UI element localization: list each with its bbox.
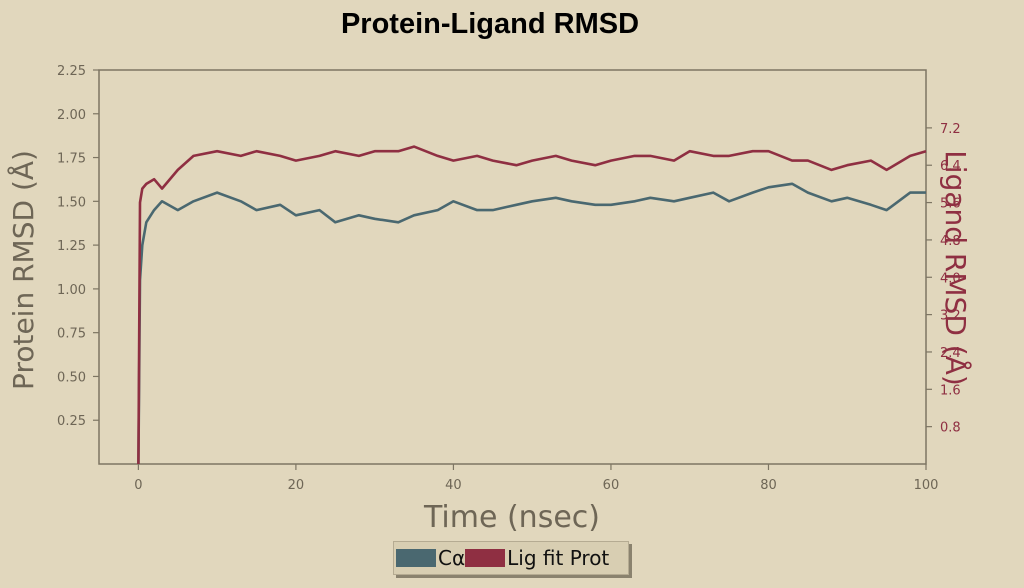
chart-title: Protein-Ligand RMSD: [341, 8, 639, 40]
series-line-ca: [137, 182, 926, 465]
x-tick-label: 40: [445, 478, 462, 493]
legend-entry-ca: Cα: [396, 546, 465, 570]
legend-entry-lig: Lig fit Prot: [465, 546, 609, 570]
y-tick-label: 1.25: [57, 239, 86, 254]
legend-label-ca: Cα: [438, 546, 466, 570]
x-tick-label: 20: [288, 478, 305, 493]
y2-tick-label: 0.8: [940, 421, 961, 436]
x-tick-label: 80: [760, 478, 777, 493]
legend-swatch-lig: [465, 549, 506, 567]
y2-axis-label: Ligand RMSD (Å): [939, 150, 973, 386]
y-tick-label: 1.75: [57, 152, 86, 167]
y-tick-label: 0.50: [57, 370, 86, 385]
x-tick-label: 100: [914, 478, 939, 493]
y-tick-label: 2.00: [57, 108, 86, 123]
series-line-lig: [137, 145, 927, 465]
y2-tick-label: 4.8: [940, 234, 961, 249]
x-tick-label: 60: [603, 478, 620, 493]
y-axis-left: 0.25 0.50 0.75 1.00 1.25 1.50 1.75 2.00 2.25: [57, 64, 99, 429]
y2-tick-label: 1.6: [940, 383, 961, 398]
y2-tick-label: 6.4: [940, 159, 961, 174]
series-lines: [137, 145, 927, 465]
legend-label-lig: Lig fit Prot: [507, 546, 610, 570]
y-tick-label: 0.25: [57, 414, 86, 429]
x-tick-label: 0: [134, 478, 142, 493]
y-tick-label: 0.75: [57, 327, 86, 342]
y2-tick-label: 3.2: [940, 309, 961, 324]
y-tick-label: 1.00: [57, 283, 86, 298]
y2-tick-label: 5.6: [940, 197, 961, 212]
y-axis-right: 0.8 1.6 2.4 3.2 4.0 4.8 5.6 6.4 7.2: [926, 122, 961, 436]
y-tick-label: 1.50: [57, 195, 86, 210]
y2-tick-label: 7.2: [940, 122, 961, 137]
x-axis: 0 20 40 60 80 100: [134, 464, 938, 493]
y-axis-label: Protein RMSD (Å): [6, 150, 40, 390]
legend: Cα Lig fit Prot: [393, 541, 629, 575]
y2-tick-label: 2.4: [940, 346, 961, 361]
legend-swatch-ca: [396, 549, 436, 567]
x-axis-label: Time (nsec): [423, 500, 600, 535]
y2-tick-label: 4.0: [940, 271, 961, 286]
plot-area: [98, 69, 927, 465]
y-tick-label: 2.25: [57, 64, 86, 79]
